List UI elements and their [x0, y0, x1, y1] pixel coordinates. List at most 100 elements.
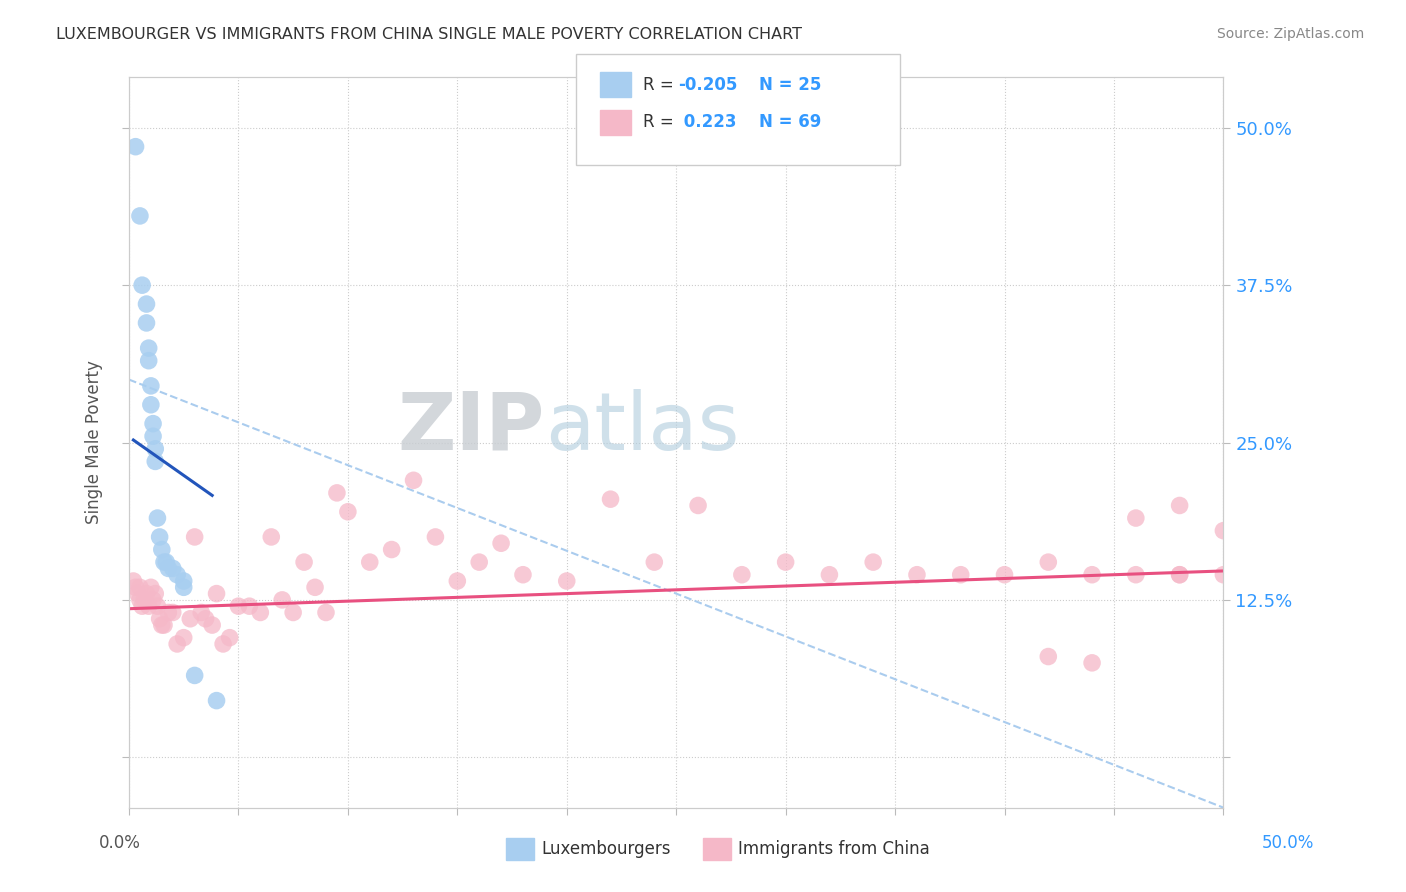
Point	[124, 139, 146, 153]
Point	[304, 580, 326, 594]
Point	[124, 580, 146, 594]
Text: R =: R =	[643, 113, 683, 131]
Text: N = 25: N = 25	[759, 76, 821, 94]
Text: Immigrants from China: Immigrants from China	[738, 840, 929, 858]
Text: Luxembourgers: Luxembourgers	[541, 840, 671, 858]
Point	[157, 606, 180, 620]
Point	[1168, 567, 1191, 582]
Point	[135, 586, 157, 600]
Point	[166, 637, 188, 651]
Point	[1125, 567, 1147, 582]
Point	[446, 574, 468, 588]
Point	[489, 536, 512, 550]
Point	[183, 668, 205, 682]
Point	[359, 555, 381, 569]
Point	[818, 567, 841, 582]
Point	[157, 561, 180, 575]
Point	[1212, 524, 1234, 538]
Point	[143, 586, 166, 600]
Point	[129, 593, 152, 607]
Point	[218, 631, 240, 645]
Point	[283, 606, 305, 620]
Point	[162, 606, 184, 620]
Point	[1038, 649, 1060, 664]
Point	[425, 530, 447, 544]
Point	[134, 593, 156, 607]
Point	[1168, 567, 1191, 582]
Text: R =: R =	[643, 76, 679, 94]
Point	[138, 353, 160, 368]
Point	[139, 398, 162, 412]
Point	[150, 618, 173, 632]
Text: 0.223: 0.223	[678, 113, 737, 131]
Text: 0.0%: 0.0%	[98, 834, 141, 852]
Point	[173, 631, 195, 645]
Point	[173, 580, 195, 594]
Point	[142, 417, 165, 431]
Point	[688, 499, 710, 513]
Point	[135, 297, 157, 311]
Point	[271, 593, 294, 607]
Point	[150, 542, 173, 557]
Point	[129, 209, 152, 223]
Point	[775, 555, 797, 569]
Point	[468, 555, 491, 569]
Point	[131, 599, 153, 614]
Point	[179, 612, 201, 626]
Point	[129, 580, 152, 594]
Point	[146, 511, 169, 525]
Point	[228, 599, 250, 614]
Point	[143, 454, 166, 468]
Point	[336, 505, 359, 519]
Point	[149, 530, 172, 544]
Point	[135, 316, 157, 330]
Point	[326, 486, 349, 500]
Point	[315, 606, 337, 620]
Text: Source: ZipAtlas.com: Source: ZipAtlas.com	[1216, 27, 1364, 41]
Point	[139, 379, 162, 393]
Point	[1212, 567, 1234, 582]
Point	[402, 473, 425, 487]
Point	[555, 574, 578, 588]
Point	[183, 530, 205, 544]
Point	[1125, 511, 1147, 525]
Point	[862, 555, 884, 569]
Text: 50.0%: 50.0%	[1263, 834, 1315, 852]
Point	[949, 567, 972, 582]
Text: LUXEMBOURGER VS IMMIGRANTS FROM CHINA SINGLE MALE POVERTY CORRELATION CHART: LUXEMBOURGER VS IMMIGRANTS FROM CHINA SI…	[56, 27, 803, 42]
Text: atlas: atlas	[546, 389, 740, 467]
Point	[1081, 567, 1104, 582]
Point	[143, 442, 166, 456]
Point	[201, 618, 224, 632]
Point	[731, 567, 754, 582]
Point	[249, 606, 271, 620]
Point	[260, 530, 283, 544]
Point	[146, 599, 169, 614]
Point	[138, 599, 160, 614]
Point	[1081, 656, 1104, 670]
Point	[142, 593, 165, 607]
Point	[205, 693, 228, 707]
Point	[205, 586, 228, 600]
Point	[238, 599, 260, 614]
Point	[292, 555, 315, 569]
Point	[194, 612, 217, 626]
Point	[599, 492, 621, 507]
Point	[212, 637, 235, 651]
Point	[162, 561, 184, 575]
Point	[153, 555, 176, 569]
Point	[512, 567, 534, 582]
Point	[643, 555, 665, 569]
Point	[993, 567, 1015, 582]
Point	[131, 278, 153, 293]
Point	[166, 567, 188, 582]
Point	[381, 542, 404, 557]
Point	[138, 341, 160, 355]
Y-axis label: Single Male Poverty: Single Male Poverty	[86, 360, 103, 524]
Text: N = 69: N = 69	[759, 113, 821, 131]
Point	[139, 580, 162, 594]
Point	[155, 555, 177, 569]
Point	[127, 586, 149, 600]
Text: ZIP: ZIP	[398, 389, 546, 467]
Point	[153, 618, 176, 632]
